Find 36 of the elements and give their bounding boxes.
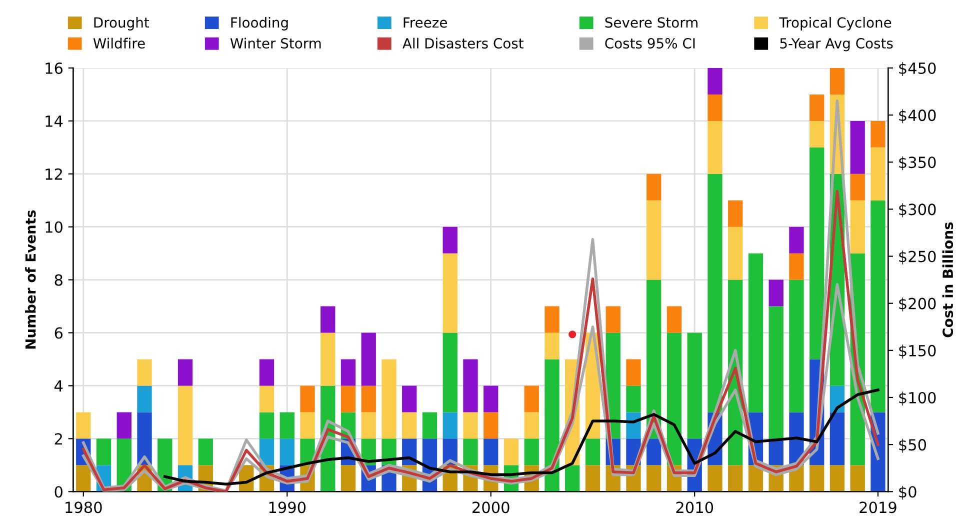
x-tick-label: 2019 [860,502,896,514]
y2-tick-label: $250 [899,250,936,264]
y2-tick-label: $400 [899,109,936,124]
y2-tick-label: $450 [899,62,936,76]
y2-tick-label: $50 [899,438,926,453]
x-tick-label: 1990 [269,502,306,514]
y-tick-label: 16 [46,62,63,74]
y2-tick-label: $350 [899,156,936,170]
y-tick-label: 2 [54,433,62,444]
y2-tick-label: $0 [899,486,916,500]
y2-axis-title: Cost in Billions [942,222,954,338]
legend-label: Winter Storm [230,38,321,49]
x-tick-label: 2010 [676,502,714,514]
legend-label: All Disasters Cost [402,38,524,49]
y-tick-label: 12 [46,168,62,180]
x-tick-label: 2000 [472,502,510,514]
y2-tick-label: $150 [899,344,936,358]
y2-tick-label: $100 [899,392,936,406]
legend-label: Flooding [231,17,288,30]
y2-tick-label: $300 [899,203,936,218]
legend-label: Freeze [404,17,447,28]
legend-label: Tropical Cyclone [779,17,892,30]
legend-label: 5-Year Avg Costs [780,38,893,52]
y-tick-label: 8 [54,274,62,286]
y-tick-label: 14 [46,116,63,127]
y-tick-label: 4 [54,380,63,392]
legend-label: Wildfire [93,38,145,49]
legend-label: Severe Storm [605,17,698,28]
x-tick-label: 1980 [66,502,102,514]
y-tick-label: 10 [46,221,62,233]
legend-label: Drought [94,17,150,30]
y-tick-label: 0 [54,486,62,498]
y2-tick-label: $200 [899,298,936,312]
legend-label: Costs 95% CI [605,38,695,49]
y-tick-label: 6 [54,327,63,339]
y-axis-title: Number of Events [25,210,36,349]
